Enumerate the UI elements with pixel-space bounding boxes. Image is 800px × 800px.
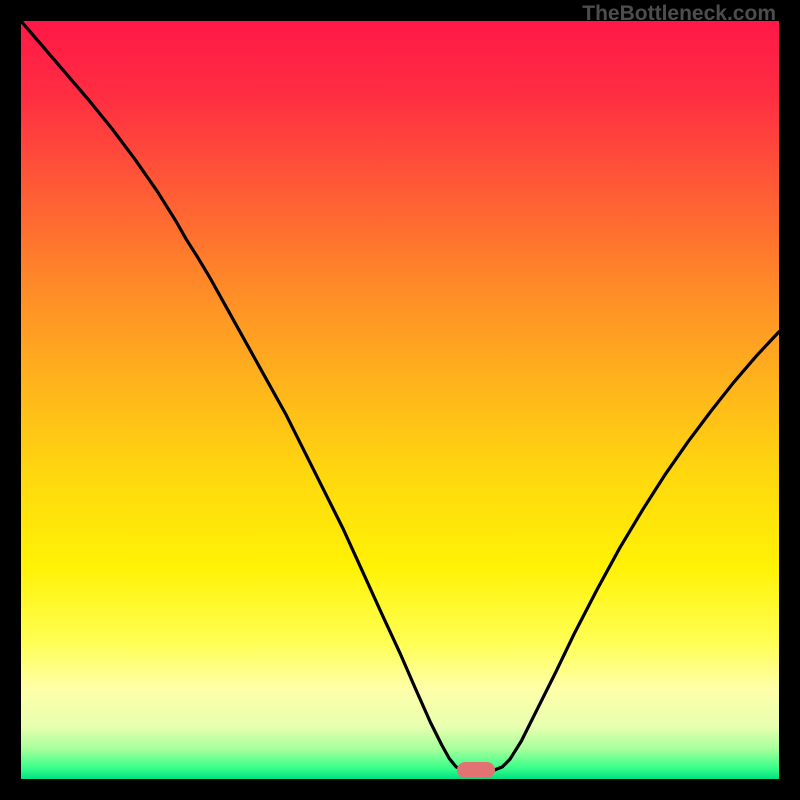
attribution-label: TheBottleneck.com (582, 2, 776, 26)
optimal-point-marker (457, 762, 495, 779)
plot-area (21, 21, 779, 779)
chart-frame: TheBottleneck.com (0, 0, 800, 800)
chart-background (21, 21, 779, 779)
chart-svg (21, 21, 779, 779)
